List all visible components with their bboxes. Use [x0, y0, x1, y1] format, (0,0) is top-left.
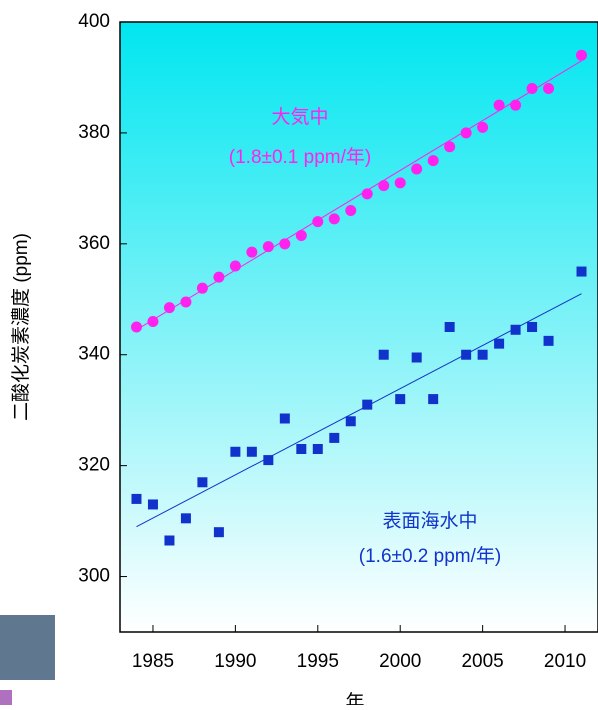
series-rate: (1.6±0.2 ppm/年) — [359, 545, 501, 567]
point — [527, 322, 538, 332]
point — [378, 349, 389, 360]
series-rate: (1.8±0.1 ppm/年) — [229, 146, 371, 168]
x-tick-label: 2010 — [544, 651, 586, 672]
point — [147, 499, 158, 510]
point — [279, 413, 290, 424]
point — [362, 399, 373, 410]
series-label: 表面海水中 — [382, 510, 477, 532]
point — [147, 315, 159, 327]
point — [345, 416, 356, 427]
point — [163, 302, 175, 314]
point — [526, 83, 538, 95]
point — [180, 296, 192, 308]
point — [328, 213, 340, 225]
point — [230, 446, 241, 457]
x-tick-label: 2000 — [379, 651, 421, 672]
point — [394, 177, 406, 189]
point — [329, 432, 340, 443]
point — [246, 446, 257, 457]
point — [460, 127, 472, 139]
point — [493, 99, 505, 111]
x-tick-label: 1995 — [297, 651, 339, 672]
point — [411, 163, 423, 175]
point — [444, 322, 455, 332]
point — [477, 349, 488, 360]
point — [494, 338, 505, 349]
x-tick-label: 1985 — [132, 651, 174, 672]
point — [510, 99, 522, 111]
point — [411, 352, 422, 363]
point — [428, 394, 439, 405]
point — [312, 444, 323, 454]
y-tick-label: 320 — [78, 455, 110, 476]
point — [395, 394, 406, 405]
point — [213, 527, 224, 538]
point — [444, 141, 456, 153]
point — [345, 205, 357, 217]
point — [477, 121, 489, 133]
point — [164, 535, 175, 546]
y-tick-label: 360 — [78, 233, 110, 254]
point — [378, 180, 390, 192]
point — [543, 335, 554, 346]
y-tick-label: 380 — [78, 122, 110, 143]
y-tick-label: 300 — [78, 566, 110, 587]
point — [361, 188, 373, 200]
x-axis-label: 年 — [345, 691, 364, 705]
point — [543, 83, 555, 95]
point — [229, 260, 241, 272]
point — [180, 513, 191, 524]
y-tick-label: 400 — [78, 11, 110, 32]
point — [263, 455, 274, 466]
plot-area — [119, 21, 598, 633]
point — [262, 241, 274, 253]
photo-edge — [0, 690, 12, 705]
x-tick-label: 1990 — [214, 651, 256, 672]
point — [576, 49, 588, 61]
point — [427, 155, 439, 167]
x-tick-label: 2005 — [461, 651, 503, 672]
point — [312, 216, 324, 228]
point — [196, 282, 208, 294]
y-tick-label: 340 — [78, 344, 110, 365]
y-axis-label: 二酸化炭素濃度 (ppm) — [10, 233, 32, 421]
point — [510, 324, 521, 335]
point — [296, 444, 307, 454]
point — [461, 349, 472, 360]
trend-line — [136, 293, 582, 528]
point — [246, 246, 258, 258]
point — [295, 230, 307, 241]
trend-line — [136, 60, 582, 331]
point — [197, 477, 208, 488]
point — [213, 271, 225, 283]
point — [130, 321, 142, 333]
series-label: 大気中 — [271, 106, 328, 128]
photo — [0, 615, 55, 680]
point — [279, 238, 291, 250]
point — [131, 493, 142, 504]
point — [576, 266, 587, 277]
